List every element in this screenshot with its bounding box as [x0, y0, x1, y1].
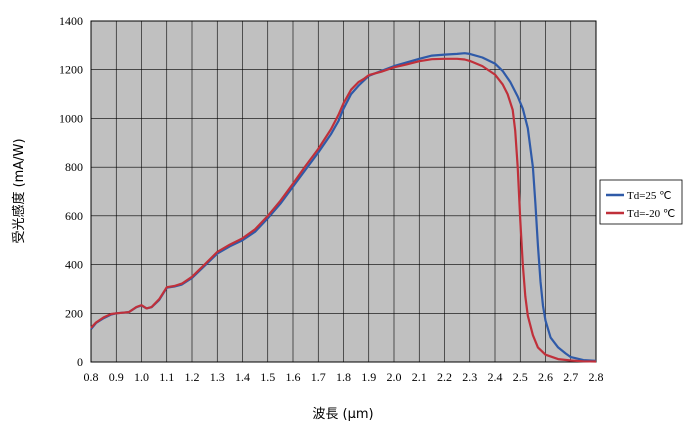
legend-label-td-20: Td=-20 ℃ — [627, 208, 675, 220]
x-tick-label: 2.5 — [513, 370, 528, 384]
y-tick-label: 1400 — [59, 14, 83, 28]
y-tick-labels: 0 200 400 600 800 1000 1200 1400 — [59, 14, 83, 369]
x-tick-label: 0.8 — [84, 370, 99, 384]
x-tick-label: 1.5 — [260, 370, 275, 384]
x-tick-label: 1.0 — [134, 370, 149, 384]
y-tick-label: 1200 — [59, 63, 83, 77]
x-tick-label: 1.9 — [361, 370, 376, 384]
y-tick-label: 1000 — [59, 111, 83, 125]
gridlines — [91, 21, 596, 362]
x-tick-label: 1.1 — [159, 370, 174, 384]
y-tick-label: 0 — [77, 355, 83, 369]
legend-label-td25: Td=25 ℃ — [627, 190, 672, 202]
x-tick-label: 1.3 — [210, 370, 225, 384]
legend-box — [599, 179, 683, 225]
x-tick-label: 2.3 — [462, 370, 477, 384]
x-tick-label: 2.0 — [387, 370, 402, 384]
series-lines — [90, 52, 597, 363]
y-tick-label: 800 — [65, 160, 83, 174]
y-tick-label: 600 — [65, 209, 83, 223]
x-tick-label: 2.6 — [538, 370, 553, 384]
y-tick-label: 200 — [65, 306, 83, 320]
x-tick-label: 2.8 — [589, 370, 604, 384]
x-tick-label: 1.8 — [336, 370, 351, 384]
x-tick-label: 1.7 — [311, 370, 326, 384]
x-tick-label: 1.4 — [235, 370, 250, 384]
x-tick-label: 2.1 — [412, 370, 427, 384]
x-tick-label: 2.4 — [488, 370, 503, 384]
x-tick-label: 2.2 — [437, 370, 452, 384]
legend: Td=25 ℃ Td=-20 ℃ — [599, 179, 683, 225]
y-tick-label: 400 — [65, 258, 83, 272]
series-line-1 — [90, 57, 597, 363]
x-axis-title: 波長 (μm) — [312, 407, 373, 422]
y-axis-title: 受光感度 (mA/W) — [11, 138, 27, 243]
x-tick-labels: 0.8 0.9 1.0 1.1 1.2 1.3 1.4 1.5 1.6 1.7 1.8 1.9 2.0 2… — [84, 370, 604, 384]
x-tick-label: 1.6 — [286, 370, 301, 384]
x-tick-label: 0.9 — [109, 370, 124, 384]
x-tick-label: 2.7 — [563, 370, 578, 384]
x-tick-label: 1.2 — [185, 370, 200, 384]
